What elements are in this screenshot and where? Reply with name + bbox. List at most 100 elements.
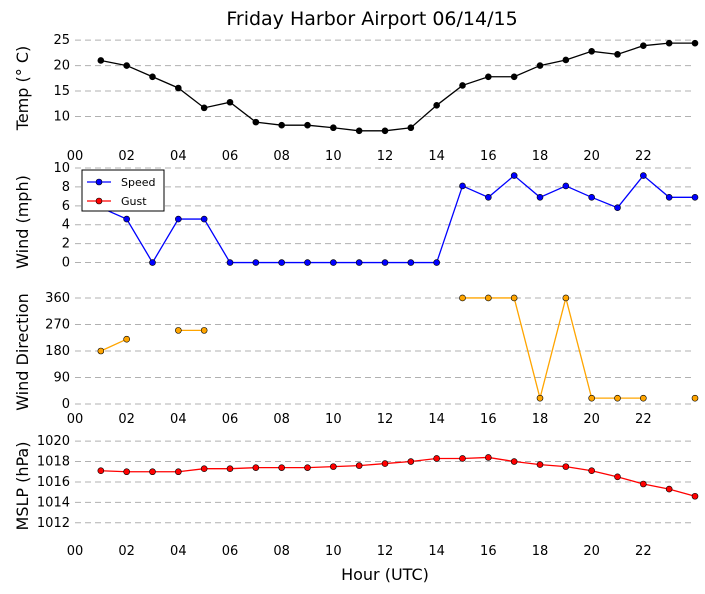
direction-point (97, 347, 105, 355)
data-point (588, 48, 595, 55)
x-tick-label: 10 (325, 149, 342, 164)
data-point (691, 194, 699, 201)
data-point (149, 259, 156, 266)
data-point (330, 124, 337, 132)
data-point (252, 118, 260, 126)
direction-line (100, 338, 127, 352)
data-point (381, 127, 389, 135)
legend-label: Gust (121, 195, 147, 208)
x-tick-label: 08 (273, 412, 290, 427)
x-tick-label: 00 (67, 544, 84, 559)
y-tick-label: 90 (53, 371, 70, 386)
x-tick-label: 06 (222, 149, 239, 164)
data-point (640, 480, 647, 488)
data-point (123, 215, 130, 223)
data-point (640, 42, 647, 50)
legend-box (81, 169, 165, 212)
data-point (640, 172, 647, 179)
direction-point (640, 394, 647, 402)
data-point (355, 259, 363, 266)
y-tick-label: 2 (62, 237, 70, 252)
data-point (278, 259, 285, 266)
data-point (614, 51, 621, 58)
data-point (614, 204, 621, 212)
series-line (100, 456, 696, 497)
direction-point (459, 294, 466, 302)
x-tick-label: 22 (635, 544, 652, 559)
data-point (433, 259, 440, 266)
data-point (97, 57, 105, 64)
x-tick-label: 20 (583, 412, 600, 427)
x-tick-label: 18 (532, 149, 549, 164)
direction-point (588, 394, 595, 402)
data-point (510, 458, 518, 465)
x-tick-label: 14 (428, 149, 445, 164)
direction-point (614, 394, 621, 402)
x-tick-label: 22 (635, 412, 652, 427)
data-point (175, 468, 182, 476)
data-point (459, 455, 466, 462)
data-point (226, 259, 234, 266)
direction-point (123, 335, 130, 343)
data-point (252, 259, 260, 266)
data-point (536, 62, 544, 69)
data-point (588, 194, 595, 201)
data-point (407, 124, 415, 132)
data-point (485, 194, 492, 201)
data-point (252, 464, 260, 471)
x-tick-label: 02 (118, 544, 135, 559)
data-point (304, 464, 311, 471)
direction-point (562, 294, 570, 302)
y-tick-label: 1016 (37, 475, 70, 490)
data-point (433, 102, 440, 109)
legend-marker (95, 197, 103, 205)
data-point (536, 461, 544, 468)
data-point (665, 39, 673, 47)
x-tick-label: 06 (222, 412, 239, 427)
data-point (123, 468, 130, 476)
x-tick-label: 16 (480, 544, 497, 559)
x-tick-label: 04 (170, 149, 187, 164)
x-tick-label: 18 (532, 544, 549, 559)
x-tick-label: 10 (325, 412, 342, 427)
data-point (149, 468, 156, 476)
y-tick-label: 20 (53, 59, 70, 74)
y-axis-title: Wind Direction (13, 293, 32, 411)
direction-point (536, 394, 544, 402)
y-tick-label: 1012 (37, 516, 70, 531)
y-tick-label: 270 (45, 317, 70, 332)
legend-label: Speed (121, 176, 155, 189)
x-tick-label: 06 (222, 544, 239, 559)
direction-point (175, 327, 182, 334)
data-point (175, 215, 182, 223)
data-point (304, 121, 311, 129)
data-point (665, 485, 673, 493)
direction-point (691, 394, 699, 402)
x-tick-label: 08 (273, 149, 290, 164)
y-tick-label: 8 (62, 180, 70, 195)
direction-line (462, 297, 644, 399)
data-point (381, 460, 389, 467)
x-tick-label: 04 (170, 544, 187, 559)
data-point (304, 259, 311, 266)
data-point (562, 182, 570, 190)
data-point (226, 98, 234, 106)
data-point (381, 259, 389, 266)
data-point (200, 465, 208, 472)
x-tick-label: 12 (377, 412, 394, 427)
data-point (330, 463, 337, 470)
data-point (278, 121, 285, 129)
y-axis-title: Temp (° C) (13, 46, 32, 131)
x-tick-label: 00 (67, 412, 84, 427)
x-tick-label: 22 (635, 149, 652, 164)
series-line (100, 174, 695, 264)
x-tick-label: 20 (583, 149, 600, 164)
data-point (226, 465, 234, 472)
x-tick-label: 16 (480, 149, 497, 164)
y-tick-label: 1020 (37, 434, 70, 449)
legend-marker (95, 178, 103, 186)
data-point (485, 73, 492, 81)
y-tick-label: 6 (62, 199, 70, 214)
